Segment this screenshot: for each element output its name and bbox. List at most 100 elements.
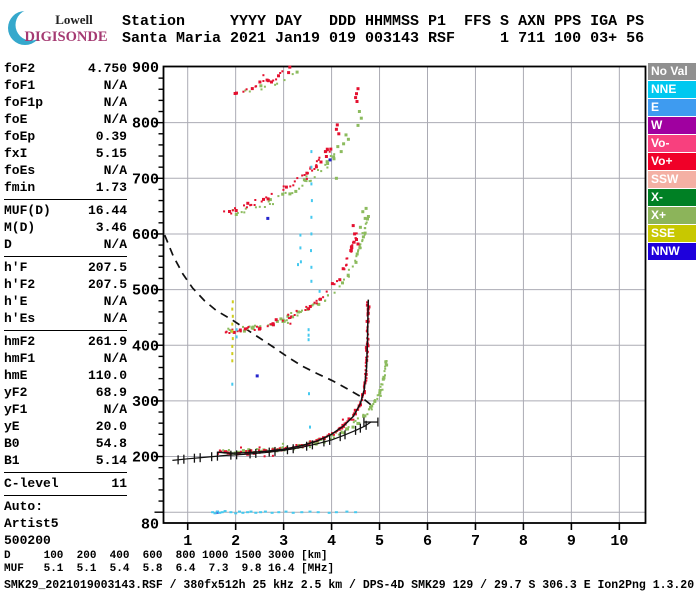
param-row-yf2: yF2 68.9 [4,384,127,401]
param-row-hmf1: hmF1 N/A [4,350,127,367]
param-label: fxI [4,146,28,161]
legend-item-sse: SSE [648,225,696,242]
svg-text:400: 400 [132,338,159,355]
panel-divider [4,199,127,200]
param-value: N/A [103,351,127,366]
range-table-muf-row: MUF 5.1 5.1 5.4 5.8 6.4 7.3 9.8 16.4 [MH… [4,563,335,575]
param-value: 11 [111,476,127,491]
lowell-digisonde-logo: Lowell DIGISONDE [4,4,116,50]
svg-text:800: 800 [132,116,159,133]
autoscaling-info-line: Artist5 [4,516,59,531]
param-row-d: D N/A [4,236,127,253]
svg-text:3: 3 [279,533,288,550]
param-value: 68.9 [95,385,127,400]
param-value: N/A [103,112,127,127]
param-value: N/A [103,294,127,309]
param-row-fof2: foF2 4.750 [4,60,127,77]
param-row-hmf2: hmF2 261.9 [4,333,127,350]
param-row-clevel: C-level 11 [4,475,127,492]
param-row-foes: foEs N/A [4,162,127,179]
param-label: yF2 [4,385,28,400]
param-label: MUF(D) [4,203,51,218]
svg-text:2: 2 [231,533,240,550]
color-legend: No Val NNE E W Vo- Vo+ SSW X- X+ SSE NNW [648,63,696,261]
param-value: 207.5 [87,277,127,292]
logo-lowell-text: Lowell [55,12,93,27]
param-row-fof1p: foF1p N/A [4,94,127,111]
legend-item-nnw: NNW [648,243,696,260]
panel-divider [4,495,127,496]
param-row-hf: h'F 207.5 [4,259,127,276]
svg-text:7: 7 [471,533,480,550]
legend-item-noval: No Val [648,63,696,80]
svg-text:5: 5 [375,533,384,550]
header-line-1: Station YYYY DAY DDD HHMMSS P1 FFS S AXN… [122,13,645,30]
svg-text:300: 300 [132,394,159,411]
param-row-b0: B0 54.8 [4,435,127,452]
param-value: N/A [103,78,127,93]
param-label: foF1 [4,78,36,93]
param-label: hmF1 [4,351,36,366]
header-line-2: Santa Maria 2021 Jan19 019 003143 RSF 1 … [122,30,645,47]
param-value: N/A [103,311,127,326]
svg-text:8: 8 [519,533,528,550]
param-label: foEp [4,129,36,144]
param-label: B0 [4,436,20,451]
scaled-parameters-panel: foF2 4.750 foF1 N/A foF1p N/A foE N/A foEp 0.39 fx… [4,60,127,549]
muf-range-table: D 100 200 400 600 800 1000 1500 3000 [km… [4,550,334,576]
param-label: h'E [4,294,28,309]
param-label: foEs [4,163,36,178]
param-row-fof1: foF1 N/A [4,77,127,94]
param-label: hmF2 [4,334,36,349]
param-label: hmE [4,368,28,383]
param-label: h'F2 [4,277,36,292]
param-label: fmin [4,180,36,195]
param-value: 20.0 [95,419,127,434]
param-label: foF1p [4,95,44,110]
param-row-hes: h'Es N/A [4,310,127,327]
svg-text:500: 500 [132,283,159,300]
legend-item-ssw: SSW [648,171,696,188]
param-row-fmin: fmin 1.73 [4,179,127,196]
legend-item-w: W [648,117,696,134]
param-label: B1 [4,453,20,468]
logo-digisonde-text: DIGISONDE [25,29,108,45]
param-row-mufd: MUF(D) 16.44 [4,202,127,219]
svg-text:1: 1 [183,533,192,550]
svg-text:200: 200 [132,450,159,467]
param-value: N/A [103,163,127,178]
param-label: D [4,237,12,252]
panel-divider [4,472,127,473]
param-value: 110.0 [87,368,127,383]
param-value: 16.44 [87,203,127,218]
param-value: 0.39 [95,129,127,144]
param-row-fxi: fxI 5.15 [4,145,127,162]
param-value: N/A [103,237,127,252]
param-row-yf1: yF1 N/A [4,401,127,418]
param-row-ye: yE 20.0 [4,418,127,435]
station-header: Station YYYY DAY DDD HHMMSS P1 FFS S AXN… [122,13,644,47]
param-value: N/A [103,402,127,417]
param-row-foep: foEp 0.39 [4,128,127,145]
autoscaling-info-line: 500200 [4,533,51,548]
autoscaling-info-line: Auto: [4,499,44,514]
param-value: 1.73 [95,180,127,195]
panel-divider [4,256,127,257]
svg-text:80: 80 [141,516,159,533]
svg-text:4: 4 [327,533,336,550]
legend-item-vo-: Vo- [648,135,696,152]
svg-text:6: 6 [423,533,432,550]
param-value: 207.5 [87,260,127,275]
panel-divider [4,330,127,331]
file-info-footer: SMK29_2021019003143.RSF / 380fx512h 25 k… [4,579,695,592]
crescent-icon [8,9,47,45]
legend-item-e: E [648,99,696,116]
param-label: h'F [4,260,28,275]
param-label: yF1 [4,402,28,417]
param-row-hme: hmE 110.0 [4,367,127,384]
param-row-md: M(D) 3.46 [4,219,127,236]
param-label: foE [4,112,28,127]
range-table-distances-row: D 100 200 400 600 800 1000 1500 3000 [km… [4,550,328,562]
legend-item-x+: X+ [648,207,696,224]
